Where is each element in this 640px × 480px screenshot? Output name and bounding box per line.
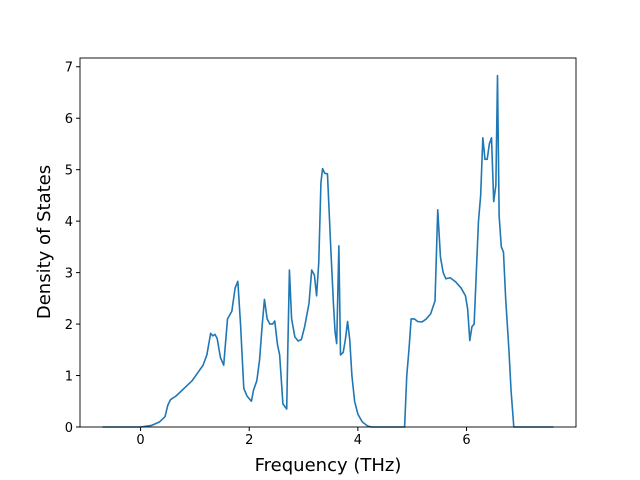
y-axis-title: Density of States	[34, 165, 55, 319]
y-tick-label: 2	[65, 318, 73, 333]
y-tick-label: 1	[65, 370, 73, 385]
plot-frame	[79, 57, 577, 428]
x-tick-label: 2	[245, 433, 253, 448]
y-tick-label: 4	[65, 215, 73, 230]
x-tick-label: 4	[354, 433, 362, 448]
x-axis-title: Frequency (THz)	[255, 455, 402, 476]
x-tick-label: 6	[462, 433, 470, 448]
data-line	[102, 74, 554, 428]
y-tick-label: 0	[65, 421, 73, 436]
x-tick-label: 0	[136, 433, 144, 448]
y-tick-label: 5	[65, 164, 73, 179]
y-tick-label: 7	[65, 61, 73, 76]
y-tick-label: 6	[65, 112, 73, 127]
y-tick-label: 3	[65, 267, 73, 282]
